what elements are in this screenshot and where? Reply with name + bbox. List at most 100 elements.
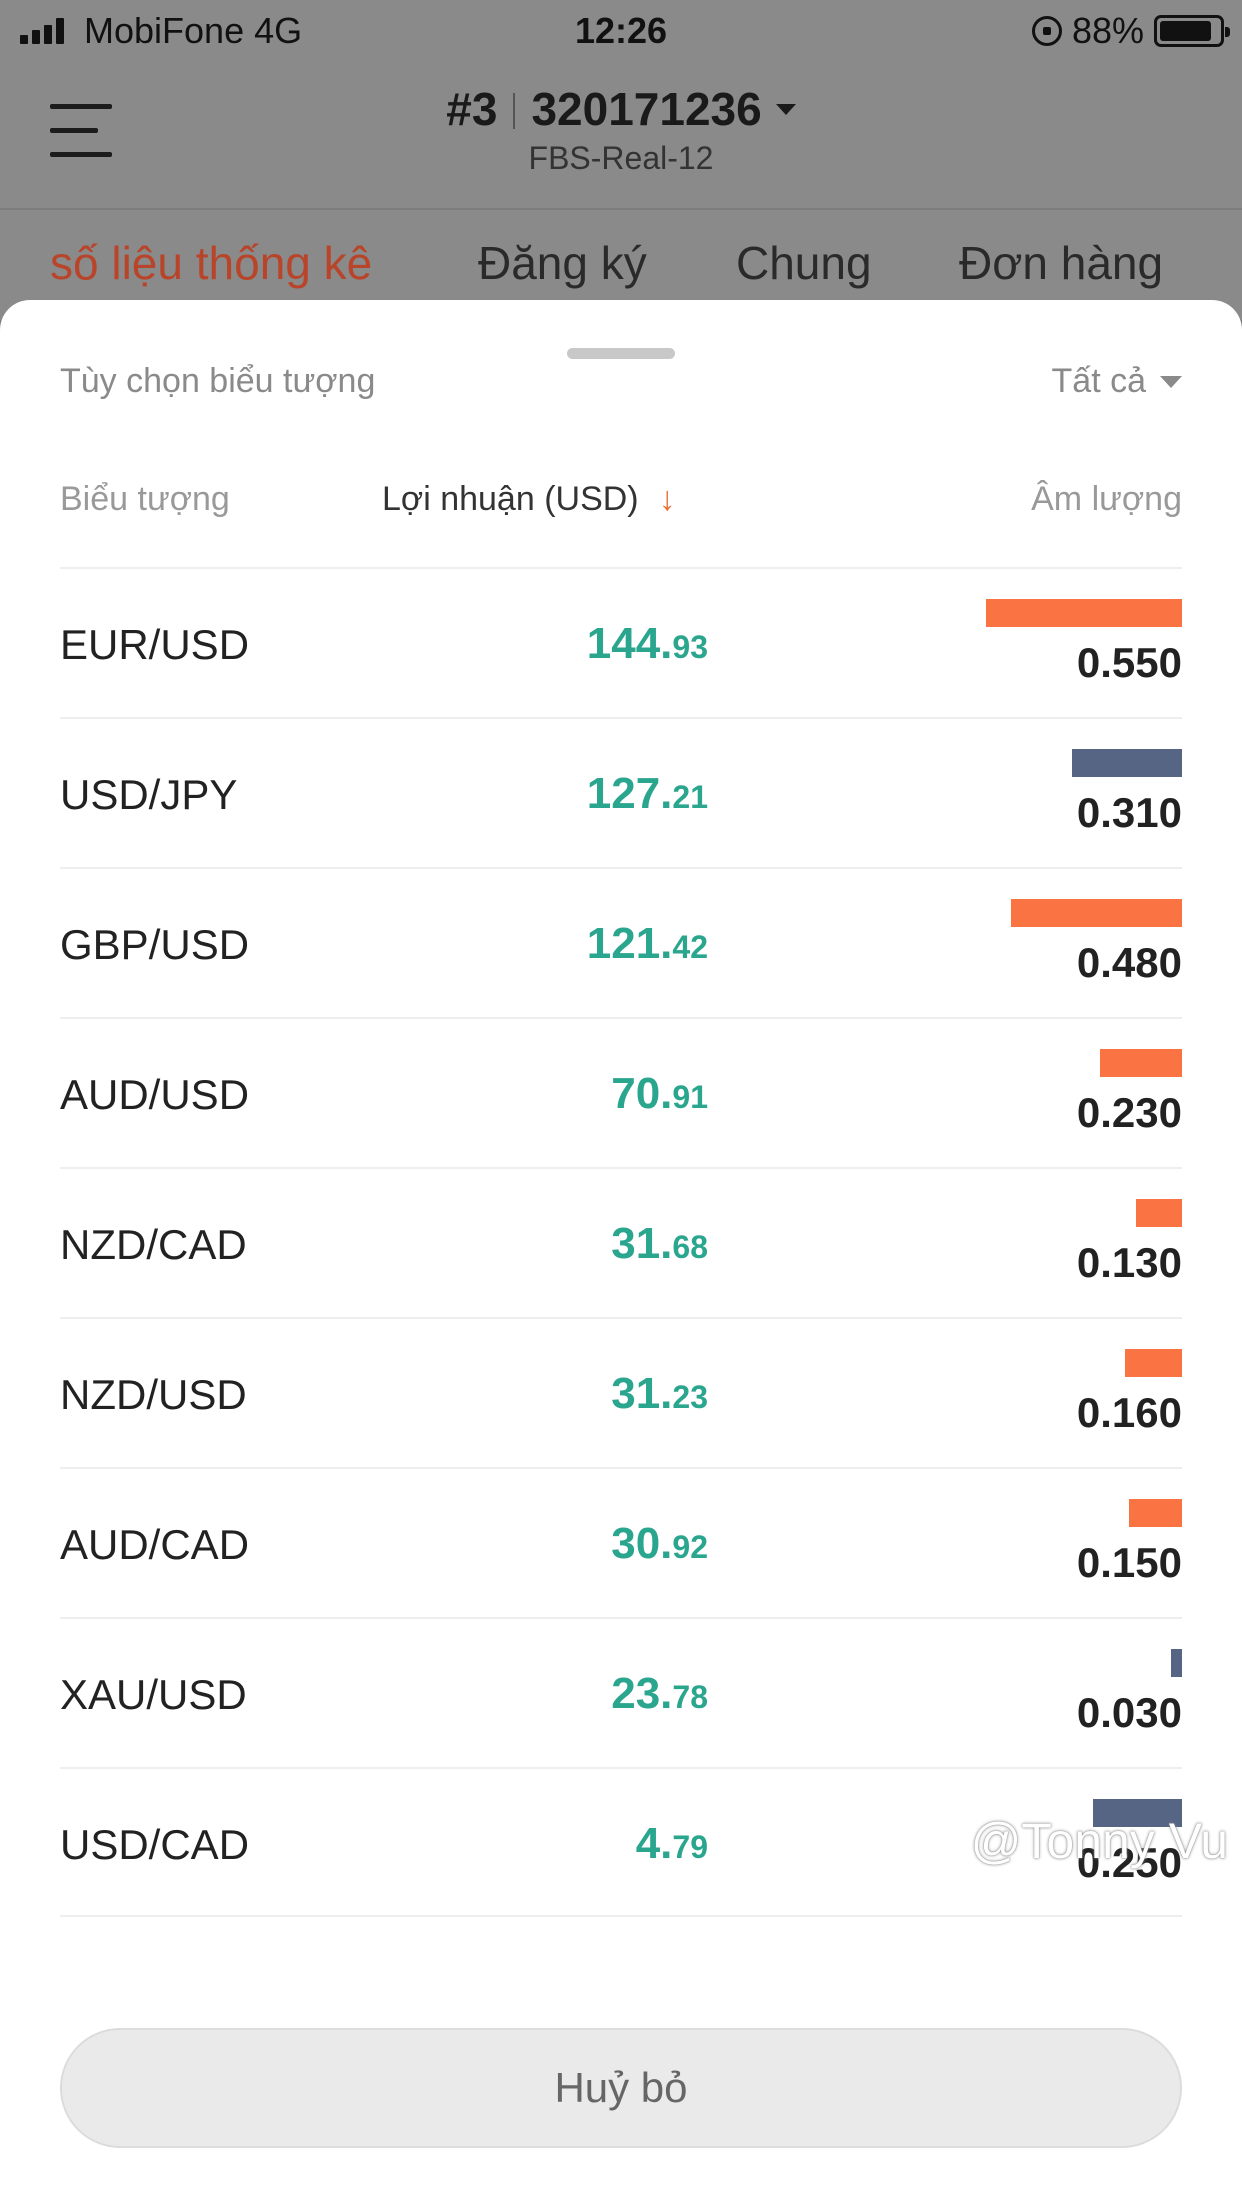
volume-value: 0.480: [1076, 939, 1182, 986]
profit-value: 23.78: [611, 1669, 708, 1719]
tab-statistics[interactable]: số liệu thống kê: [50, 237, 373, 289]
table-row[interactable]: NZD/CAD 31.68 0.130: [60, 1167, 1182, 1317]
column-header-symbol[interactable]: Biểu tượng: [60, 480, 230, 518]
divider: [0, 208, 1242, 210]
table-row[interactable]: AUD/USD 70.91 0.230: [60, 1017, 1182, 1167]
volume-bar: [1129, 1499, 1182, 1527]
profit-decimal: 93: [672, 629, 708, 665]
cancel-button[interactable]: Huỷ bỏ: [60, 2028, 1182, 2148]
cellular-signal-icon: [20, 18, 64, 44]
profit-integer: 144.: [586, 619, 673, 668]
profit-integer: 30.: [611, 1519, 673, 1568]
table-row[interactable]: AUD/CAD 30.92 0.150: [60, 1467, 1182, 1617]
caret-down-icon: [1160, 375, 1182, 388]
profit-decimal: 78: [672, 1679, 708, 1715]
profit-integer: 4.: [635, 1819, 673, 1868]
profit-value: 144.93: [587, 619, 708, 669]
symbol-label: XAU/USD: [60, 1671, 247, 1718]
profit-decimal: 79: [672, 1829, 708, 1865]
tab-general[interactable]: Chung: [736, 237, 872, 289]
filter-dropdown[interactable]: Tất cả: [1052, 362, 1182, 401]
rotation-lock-icon: [1031, 16, 1062, 46]
profit-decimal: 21: [672, 779, 708, 815]
volume-bar: [986, 599, 1182, 627]
symbol-label: NZD/USD: [60, 1371, 247, 1418]
table-row[interactable]: NZD/USD 31.23 0.160: [60, 1317, 1182, 1467]
profit-integer: 31.: [611, 1369, 673, 1418]
drag-handle[interactable]: [567, 348, 675, 359]
volume-value: 0.550: [1076, 639, 1182, 686]
volume-bar: [1072, 749, 1182, 777]
volume-value: 0.230: [1076, 1089, 1182, 1136]
tab-orders[interactable]: Đơn hàng: [959, 237, 1164, 289]
hamburger-menu-icon[interactable]: [50, 104, 112, 160]
profit-value: 121.42: [587, 919, 708, 969]
clock: 12:26: [574, 10, 668, 51]
table-row[interactable]: USD/JPY 127.21 0.310: [60, 717, 1182, 867]
table-row[interactable]: XAU/USD 23.78 0.030: [60, 1617, 1182, 1767]
symbol-label: USD/JPY: [60, 771, 238, 818]
volume-bar: [1100, 1049, 1182, 1077]
volume-value: 0.130: [1076, 1239, 1182, 1286]
volume-value: 0.310: [1076, 789, 1182, 836]
profit-decimal: 42: [672, 929, 708, 965]
table-row[interactable]: EUR/USD 144.93 0.550: [60, 567, 1182, 717]
server-name: FBS-Real-12: [528, 140, 714, 176]
profit-value: 4.79: [636, 1819, 708, 1869]
symbol-label: EUR/USD: [60, 621, 250, 668]
profit-value: 127.21: [587, 769, 708, 819]
symbol-options-sheet: Tùy chọn biểu tượng Tất cả Biểu tượng Lợ…: [0, 300, 1242, 2208]
profit-integer: 121.: [586, 919, 673, 968]
sheet-title: Tùy chọn biểu tượng: [60, 362, 376, 400]
watermark: @Tonny Vu: [970, 1813, 1228, 1869]
profit-value: 30.92: [611, 1519, 708, 1569]
profit-decimal: 68: [672, 1229, 708, 1265]
profit-value: 31.68: [611, 1219, 708, 1269]
volume-value: 0.150: [1076, 1539, 1182, 1586]
symbol-label: AUD/USD: [60, 1071, 250, 1118]
volume-bar: [1011, 899, 1182, 927]
battery-icon: [1154, 15, 1230, 47]
column-header-profit[interactable]: Lợi nhuận (USD) ↓: [382, 480, 676, 519]
profit-value: 70.91: [611, 1069, 708, 1119]
volume-bar: [1171, 1649, 1182, 1677]
sort-down-arrow-icon: ↓: [658, 480, 676, 518]
symbol-label: AUD/CAD: [60, 1521, 250, 1568]
background-app: MobiFone 4G 12:26 88% #3 320171236 FBS-Re…: [0, 0, 1242, 320]
account-id: 320171236: [531, 83, 762, 135]
tab-registration[interactable]: Đăng ký: [478, 237, 647, 289]
account-selector[interactable]: #3 320171236: [0, 82, 1242, 136]
symbol-label: GBP/USD: [60, 921, 250, 968]
profit-decimal: 91: [672, 1079, 708, 1115]
volume-bar: [1125, 1349, 1182, 1377]
volume-value: 0.160: [1076, 1389, 1182, 1436]
profit-integer: 70.: [611, 1069, 673, 1118]
profit-integer: 31.: [611, 1219, 673, 1268]
profit-integer: 23.: [611, 1669, 673, 1718]
profit-decimal: 92: [672, 1529, 708, 1565]
column-header-volume[interactable]: Âm lượng: [1031, 480, 1182, 518]
carrier-label: MobiFone 4G: [84, 10, 303, 51]
volume-value: 0.250: [1076, 1839, 1182, 1886]
profit-integer: 127.: [586, 769, 673, 818]
symbol-label: NZD/CAD: [60, 1221, 247, 1268]
app-header: #3 320171236 FBS-Real-12: [0, 62, 1242, 210]
volume-value: 0.030: [1076, 1689, 1182, 1736]
status-bar: MobiFone 4G 12:26 88%: [0, 0, 1242, 62]
symbol-label: USD/CAD: [60, 1821, 250, 1868]
tab-bar: số liệu thống kê Đăng ký Chung Đơn hàng: [0, 236, 1242, 306]
table-row[interactable]: GBP/USD 121.42 0.480: [60, 867, 1182, 1017]
filter-label: Tất cả: [1051, 362, 1146, 400]
table-row[interactable]: USD/CAD 4.79 0.250: [60, 1767, 1182, 1917]
profit-value: 31.23: [611, 1369, 708, 1419]
volume-bar: [1093, 1799, 1182, 1827]
status-right: 88%: [1031, 10, 1230, 52]
volume-bar: [1136, 1199, 1182, 1227]
symbol-table: EUR/USD 144.93 0.550 USD/JPY 127.21 0.310 GBP/…: [60, 567, 1182, 1917]
account-number: #3: [446, 83, 498, 135]
caret-down-icon: [775, 104, 796, 115]
column-header-profit-label: Lợi nhuận (USD): [382, 480, 639, 518]
profit-decimal: 23: [672, 1379, 708, 1415]
battery-percent: 88%: [1071, 10, 1144, 51]
